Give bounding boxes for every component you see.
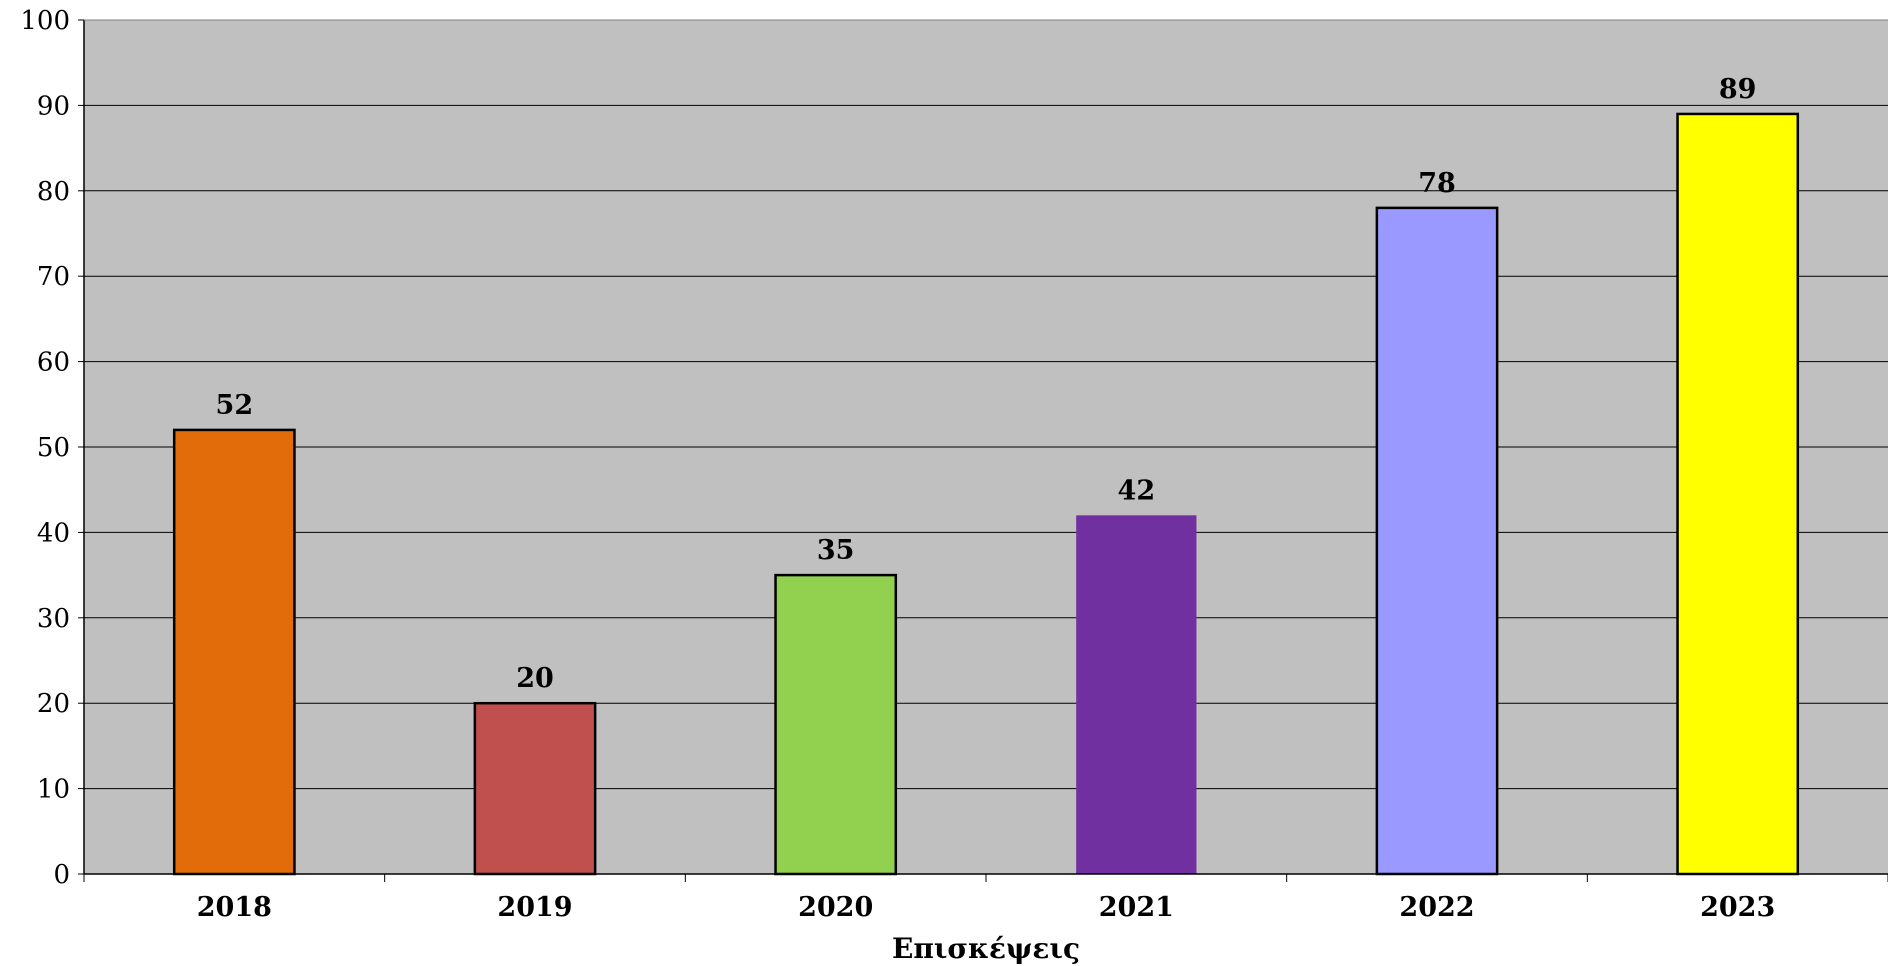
y-tick-label: 80 bbox=[37, 177, 70, 207]
y-tick-label: 10 bbox=[37, 775, 70, 805]
y-tick-label: 70 bbox=[37, 262, 70, 292]
data-label: 78 bbox=[1418, 168, 1456, 199]
data-label: 35 bbox=[817, 535, 855, 566]
x-tick-label: 2018 bbox=[197, 892, 272, 923]
x-tick-label: 2021 bbox=[1099, 892, 1174, 923]
y-tick-label: 30 bbox=[37, 604, 70, 634]
bar bbox=[1676, 112, 1800, 876]
data-label: 42 bbox=[1118, 475, 1156, 506]
bar bbox=[1375, 206, 1499, 876]
bar bbox=[172, 428, 296, 876]
y-tick-label: 20 bbox=[37, 689, 70, 719]
bar bbox=[473, 701, 597, 876]
y-tick-label: 0 bbox=[53, 860, 70, 890]
y-tick-label: 100 bbox=[20, 6, 70, 36]
labels: 0 10 20 30 40 50 60 70 80 90 100 52 2018 20 2019 35 2020… bbox=[20, 6, 1775, 923]
data-label: 52 bbox=[216, 390, 254, 421]
y-tick-label: 90 bbox=[37, 91, 70, 121]
x-axis-title: Επισκέψεις bbox=[892, 932, 1080, 965]
bar bbox=[1076, 515, 1197, 874]
y-tick-label: 40 bbox=[37, 518, 70, 548]
data-label: 89 bbox=[1719, 74, 1757, 105]
y-tick-label: 50 bbox=[37, 433, 70, 463]
bars bbox=[172, 112, 1800, 876]
x-tick-label: 2019 bbox=[497, 892, 572, 923]
axes bbox=[78, 19, 1888, 882]
x-tick-label: 2020 bbox=[798, 892, 873, 923]
x-tick-label: 2023 bbox=[1700, 892, 1775, 923]
y-tick-label: 60 bbox=[37, 348, 70, 378]
x-tick-label: 2022 bbox=[1399, 892, 1474, 923]
bar bbox=[774, 573, 898, 876]
data-label: 20 bbox=[516, 663, 554, 694]
